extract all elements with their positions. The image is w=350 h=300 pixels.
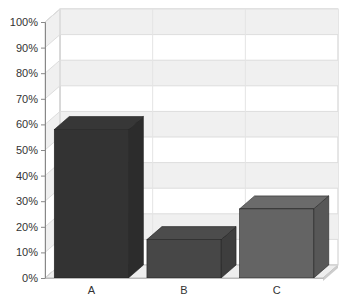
x-axis-line	[46, 278, 324, 279]
y-tick: 90%	[16, 42, 45, 54]
grid-line	[60, 60, 338, 61]
y-tick-mark	[41, 227, 45, 228]
side-grid-line	[45, 9, 60, 22]
y-tick-mark	[41, 150, 45, 151]
y-tick-label: 50%	[16, 144, 38, 156]
grid-line	[60, 9, 338, 10]
bar-group	[147, 227, 236, 278]
x-tick-label: C	[273, 284, 281, 296]
y-tick: 70%	[16, 93, 45, 105]
y-tick-mark	[41, 22, 45, 23]
wall-stripe	[60, 60, 338, 86]
y-tick: 40%	[16, 170, 45, 182]
bar	[54, 130, 128, 278]
x-tick: A	[88, 278, 96, 296]
y-tick: 100%	[10, 16, 45, 28]
y-tick-label: 80%	[16, 67, 38, 79]
bar-side-face	[314, 196, 329, 278]
x-tick: C	[273, 278, 281, 296]
y-tick-label: 40%	[16, 170, 38, 182]
wall-stripe	[60, 9, 338, 35]
bars	[54, 117, 328, 278]
y-axis-line	[41, 23, 46, 279]
y-tick-label: 0%	[22, 272, 38, 284]
y-tick: 0%	[22, 272, 45, 284]
chart: 0% 10% 20% 30% 40% 50% 60% 70% 80% 90% 100% A B C	[0, 0, 350, 300]
walls	[45, 9, 338, 281]
bar	[147, 240, 221, 278]
y-tick-label: 30%	[16, 195, 38, 207]
vertical-grid-line	[152, 9, 153, 265]
y-tick: 20%	[16, 221, 45, 233]
y-tick-label: 90%	[16, 42, 38, 54]
y-tick-label: 10%	[16, 246, 38, 258]
x-tick-label: B	[180, 284, 187, 296]
x-tick: B	[180, 278, 187, 296]
x-axis: A B C	[46, 278, 324, 296]
side-wall-stripe	[45, 9, 60, 48]
y-tick-mark	[41, 201, 45, 202]
y-tick: 60%	[16, 118, 45, 130]
grid	[45, 9, 338, 278]
bar-top-face	[147, 227, 236, 240]
y-tick-mark	[41, 176, 45, 177]
side-wall-stripe	[45, 60, 60, 99]
bar-top-face	[240, 196, 329, 209]
y-tick-mark	[41, 48, 45, 49]
grid-line	[60, 34, 338, 35]
y-tick-label: 60%	[16, 118, 38, 130]
side-grid-line	[45, 86, 60, 99]
side-grid-line	[45, 35, 60, 48]
y-tick: 30%	[16, 195, 45, 207]
bar-group	[54, 117, 143, 278]
grid-line	[60, 85, 338, 86]
y-tick-mark	[41, 278, 45, 279]
bar-side-face	[128, 117, 143, 278]
side-grid-line	[45, 60, 60, 73]
y-tick-mark	[41, 124, 45, 125]
y-tick-label: 100%	[10, 16, 38, 28]
side-grid-line	[45, 111, 60, 124]
y-tick: 10%	[16, 246, 45, 258]
y-tick: 80%	[16, 67, 45, 79]
y-tick-label: 70%	[16, 93, 38, 105]
y-tick: 50%	[16, 144, 45, 156]
x-tick-label: A	[88, 284, 96, 296]
bar-group	[240, 196, 329, 278]
y-axis: 0% 10% 20% 30% 40% 50% 60% 70% 80% 90% 100%	[10, 16, 46, 284]
y-tick-label: 20%	[16, 221, 38, 233]
bar-top-face	[54, 117, 143, 130]
grid-line	[60, 111, 338, 112]
y-tick-mark	[41, 252, 45, 253]
y-tick-mark	[41, 73, 45, 74]
y-tick-mark	[41, 99, 45, 100]
bar	[240, 209, 314, 278]
